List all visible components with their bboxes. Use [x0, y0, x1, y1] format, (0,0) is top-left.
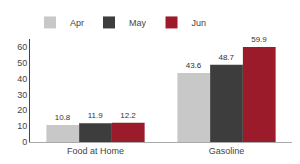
- svg-text:43.6: 43.6: [186, 61, 202, 70]
- svg-text:10.8: 10.8: [55, 113, 71, 122]
- svg-text:60: 60: [17, 42, 27, 52]
- svg-text:Apr: Apr: [70, 18, 84, 28]
- svg-text:59.9: 59.9: [251, 35, 267, 44]
- svg-text:11.9: 11.9: [88, 111, 104, 120]
- svg-text:Food at Home: Food at Home: [67, 146, 124, 156]
- svg-text:30: 30: [17, 90, 27, 100]
- svg-text:48.7: 48.7: [218, 53, 234, 62]
- svg-text:May: May: [129, 18, 147, 28]
- svg-text:20: 20: [17, 105, 27, 115]
- svg-text:40: 40: [17, 74, 27, 84]
- svg-text:0: 0: [22, 137, 27, 147]
- svg-text:10: 10: [17, 121, 27, 131]
- svg-text:Gasoline: Gasoline: [209, 146, 245, 156]
- svg-text:50: 50: [17, 58, 27, 68]
- svg-text:12.2: 12.2: [120, 111, 136, 120]
- svg-text:Jun: Jun: [192, 18, 207, 28]
